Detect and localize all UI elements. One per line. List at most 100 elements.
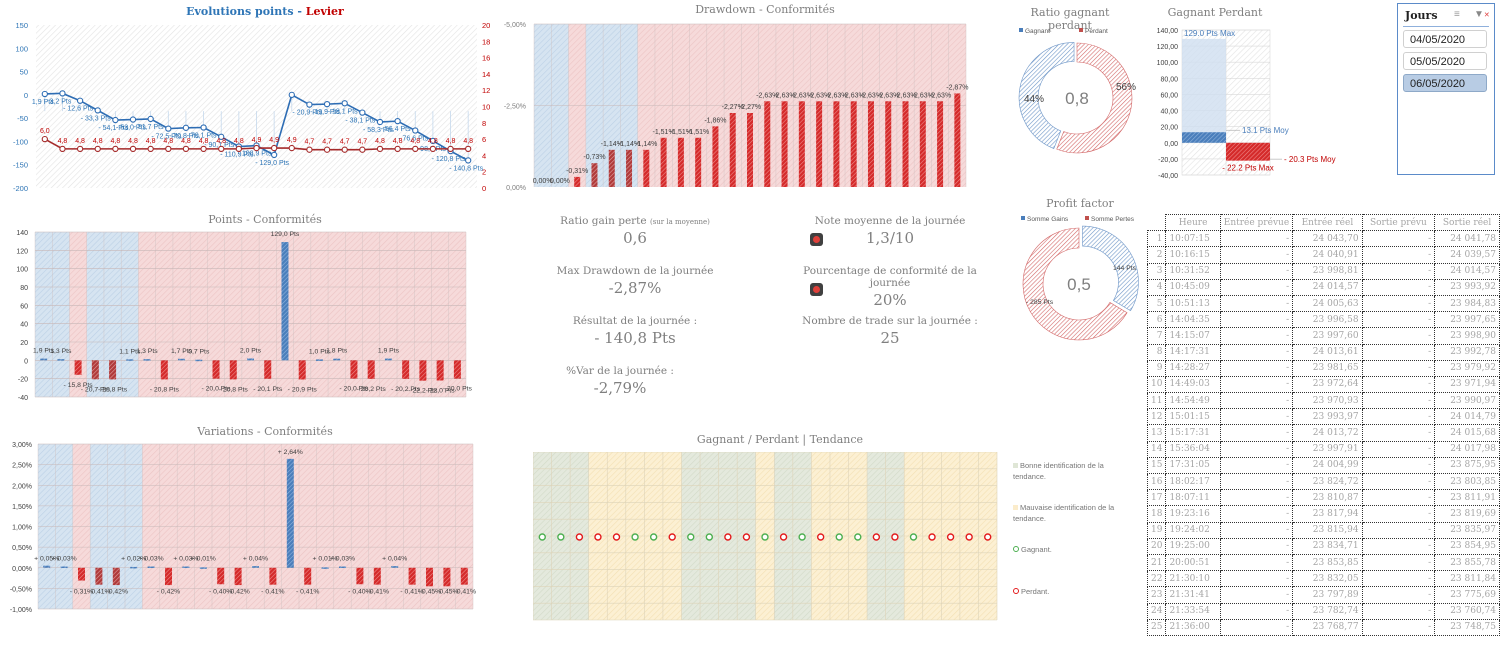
y-tick-label: -0,50% xyxy=(10,586,32,593)
cell-heure: 15:01:15 xyxy=(1165,408,1221,426)
cell-entree-prevue: - xyxy=(1219,424,1294,442)
cell-entree-reel: 23 993,97 xyxy=(1292,408,1363,426)
slicer-item-04-05-2020[interactable]: 04/05/2020 xyxy=(1403,30,1487,48)
points-marker xyxy=(412,127,419,134)
cell-entree-prevue: - xyxy=(1219,586,1294,604)
y-tick-label: 80,00 xyxy=(1160,76,1178,83)
variation-bar xyxy=(199,567,207,569)
cell-heure: 19:23:16 xyxy=(1165,505,1221,523)
conformity-band xyxy=(172,232,191,397)
points-marker xyxy=(270,151,278,159)
points-bar xyxy=(384,358,392,361)
cell-sortie-reel: 23 775,69 xyxy=(1434,586,1500,604)
loser-marker xyxy=(612,533,621,541)
variation-data-label: - 0,41% xyxy=(453,588,476,595)
variation-data-label: - 0,31% xyxy=(70,588,93,595)
gagnant-perdant-chart: 140,00 120,00 100,00 80,00 60,00 40,00 20,00 0,… xyxy=(1157,28,1336,180)
winner-avg-label: 13.1 Pts Moy xyxy=(1242,126,1289,135)
table-row: 7 14:15:07-23 997,60-23 998,90 xyxy=(1146,327,1500,345)
cell-sortie-reel: 24 017,98 xyxy=(1434,440,1500,458)
levier-marker xyxy=(41,135,48,143)
legend-win-label: Gagnant. xyxy=(1021,545,1052,554)
slicer-item-05-05-2020[interactable]: 05/05/2020 xyxy=(1403,52,1487,70)
points-data-label: - 20,2 Pts xyxy=(391,386,421,393)
points-bar xyxy=(229,360,237,380)
drawdown-bar xyxy=(816,101,823,187)
levier-marker xyxy=(429,145,437,153)
cell-row-index: 16 xyxy=(1146,472,1167,491)
levier-marker xyxy=(59,145,66,153)
drawdown-data-label: -1,51% xyxy=(670,129,692,136)
variation-data-label: + 2,64% xyxy=(278,449,303,456)
cell-sortie-prevu: - xyxy=(1361,392,1436,410)
cell-entree-reel: 23 996,58 xyxy=(1292,311,1363,329)
variation-bar xyxy=(182,566,190,569)
points-data-label: - 20,0 Pts xyxy=(443,386,473,393)
y2-tick-label: 14 xyxy=(482,70,490,79)
levier-marker xyxy=(447,145,454,153)
y-tick-label: -2,50% xyxy=(504,104,526,111)
gains-slice xyxy=(1082,225,1139,312)
y2-tick-label: 6 xyxy=(482,135,486,144)
drawdown-data-label: -0,73% xyxy=(583,154,605,161)
points-bar xyxy=(247,358,254,361)
multi-select-icon[interactable]: ≡ xyxy=(1454,9,1460,20)
cell-heure: 10:45:09 xyxy=(1165,278,1221,296)
points-data-label: - 20,8 Pts xyxy=(150,386,180,393)
drawdown-data-label: 0,00% xyxy=(550,178,570,185)
clear-filter-icon[interactable]: ▼✕ xyxy=(1474,9,1490,20)
levier-data-label: 4,7 xyxy=(305,139,315,146)
cell-row-index: 18 xyxy=(1146,505,1167,523)
cell-entree-prevue: - xyxy=(1219,375,1294,394)
cell-sortie-reel: 23 811,84 xyxy=(1434,570,1500,588)
cell-sortie-reel: 23 993,92 xyxy=(1434,278,1500,296)
variation-data-label: - 0,41% xyxy=(366,588,389,595)
variation-bar xyxy=(252,566,259,568)
variation-bar xyxy=(408,567,416,585)
points-bar xyxy=(40,358,48,361)
y-tick-label: -20 xyxy=(18,377,28,384)
evolution-chart: 150100500-50-100-150-2002018161412108642… xyxy=(13,21,490,193)
slicer-item-06-05-2020[interactable]: 06/05/2020 xyxy=(1403,74,1487,92)
cell-row-index: 6 xyxy=(1146,311,1167,329)
cell-entree-reel: 23 853,85 xyxy=(1292,553,1363,572)
cell-entree-reel: 23 810,87 xyxy=(1292,489,1363,507)
losses-label: - 285 Pts xyxy=(1026,299,1054,306)
losses-slice xyxy=(1022,227,1128,341)
table-header-entree-prevue: Entrée prévue xyxy=(1219,213,1294,232)
y-tick-label: 140 xyxy=(16,230,28,237)
table-row: 6 14:04:35-23 996,58-23 997,65 xyxy=(1146,311,1500,329)
y2-tick-label: 10 xyxy=(482,103,490,112)
cell-entree-prevue: - xyxy=(1219,489,1294,507)
y2-tick-label: 12 xyxy=(482,86,490,95)
drawdown-bar xyxy=(712,126,719,187)
conformity-band xyxy=(328,232,346,397)
levier-data-label: 4,8 xyxy=(111,138,121,145)
levier-marker xyxy=(288,144,295,152)
cell-entree-reel: 23 997,60 xyxy=(1292,327,1363,345)
loser-marker xyxy=(891,533,899,541)
drawdown-data-label: -1,86% xyxy=(704,117,726,124)
legend-swatch-icon xyxy=(1021,216,1025,220)
center-value: 0,8 xyxy=(1065,89,1089,108)
cell-sortie-prevu: - xyxy=(1361,343,1436,361)
conformity-band xyxy=(86,232,104,397)
variation-data-label: + 0,02% xyxy=(121,555,146,562)
loser-marker xyxy=(965,533,973,541)
cell-heure: 21:31:41 xyxy=(1165,586,1221,604)
levier-marker xyxy=(235,145,243,153)
conformity-band xyxy=(397,232,415,397)
levier-marker xyxy=(376,145,384,153)
cell-entree-reel: 23 997,91 xyxy=(1292,440,1363,458)
loser-avg-label: - 20.3 Pts Moy xyxy=(1284,155,1336,164)
table-row: 4 10:45:09-24 014,57-23 993,92 xyxy=(1146,278,1500,296)
center-value: 0,5 xyxy=(1067,275,1091,294)
cell-row-index: 8 xyxy=(1146,343,1167,361)
cell-sortie-reel: 24 014,79 xyxy=(1434,408,1500,426)
profit-factor-title: Profit factor xyxy=(1046,197,1114,210)
points-data-label: - 20,9 Pts xyxy=(292,110,322,117)
variation-data-label: + 0,03% xyxy=(52,555,77,562)
winner-marker xyxy=(649,533,658,541)
slicer-title: Jours xyxy=(1405,9,1438,22)
cell-sortie-prevu: - xyxy=(1361,262,1436,280)
